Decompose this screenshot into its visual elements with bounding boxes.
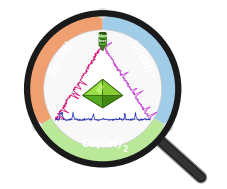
- FancyBboxPatch shape: [99, 40, 105, 43]
- Text: Co(OH): Co(OH): [81, 138, 123, 148]
- Text: 532nm
laser: 532nm laser: [96, 34, 108, 43]
- Polygon shape: [55, 45, 149, 119]
- Circle shape: [162, 121, 173, 132]
- Polygon shape: [100, 46, 104, 50]
- Text: Ni(OH): Ni(OH): [126, 39, 153, 76]
- Polygon shape: [102, 95, 122, 108]
- Text: Fe(OH): Fe(OH): [48, 38, 75, 76]
- FancyBboxPatch shape: [99, 33, 106, 46]
- Polygon shape: [95, 83, 103, 95]
- Wedge shape: [102, 13, 178, 127]
- Polygon shape: [102, 79, 122, 95]
- Circle shape: [97, 8, 107, 19]
- Polygon shape: [82, 79, 122, 108]
- FancyBboxPatch shape: [99, 32, 105, 35]
- Text: 3: 3: [50, 70, 58, 77]
- Wedge shape: [37, 89, 167, 164]
- Circle shape: [32, 121, 42, 132]
- Polygon shape: [82, 95, 102, 108]
- Polygon shape: [82, 79, 102, 95]
- Text: 2: 2: [122, 145, 127, 154]
- Wedge shape: [27, 13, 102, 127]
- FancyBboxPatch shape: [99, 38, 105, 40]
- Text: 2: 2: [145, 72, 153, 79]
- Circle shape: [44, 30, 161, 148]
- Circle shape: [145, 127, 154, 137]
